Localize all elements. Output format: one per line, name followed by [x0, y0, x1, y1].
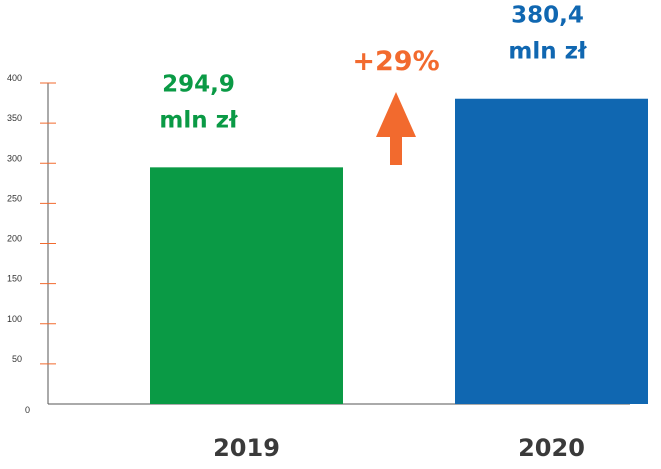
y-tick-label: 250: [7, 193, 22, 203]
y-axis: 0 50 100 150 200 250 300 350 400: [7, 73, 630, 415]
bar-2020: [455, 98, 648, 404]
labels: 2019 294,9 mln zł 2020 380,4 mln zł +29%: [159, 3, 587, 462]
bar-2019: [150, 167, 343, 404]
y-tick-label: 150: [7, 274, 22, 284]
change-label: +29%: [352, 46, 439, 77]
bars: [150, 98, 648, 404]
value-label-2020-line-2: mln zł: [508, 39, 587, 65]
value-label-2019-line-2: mln zł: [159, 107, 238, 133]
y-tick-label: 350: [7, 113, 22, 123]
y-tick-label: 50: [12, 354, 22, 364]
y-tick-label: 300: [7, 153, 22, 163]
y-tick-label: 100: [7, 314, 22, 324]
value-label-2020-line-1: 380,4: [511, 3, 584, 29]
value-label-2019-line-1: 294,9: [162, 71, 235, 97]
y-tick-label: 200: [7, 234, 22, 244]
category-label-2020: 2020: [518, 434, 585, 462]
y-tick-label: 0: [25, 405, 30, 415]
y-tick-label: 400: [7, 73, 22, 83]
category-label-2019: 2019: [213, 434, 280, 462]
up-arrow-icon: [376, 92, 416, 165]
